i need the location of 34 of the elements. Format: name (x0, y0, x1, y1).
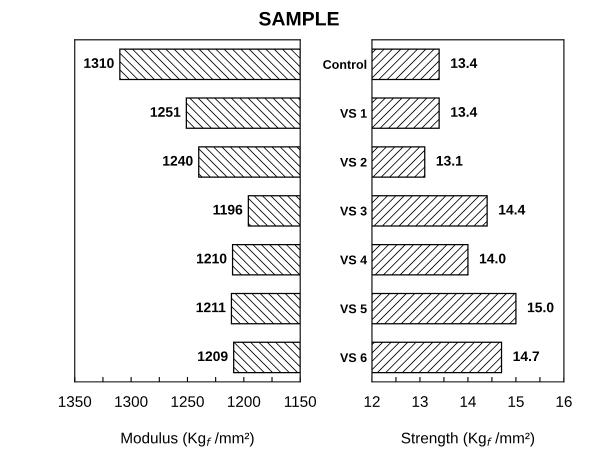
x-tick-label: 1200 (228, 396, 260, 407)
y-tick-label: VS 5 (340, 304, 367, 314)
x-tick-label: 1150 (284, 396, 316, 407)
data-label: 14.0 (480, 254, 506, 264)
y-tick-label: VS 4 (340, 256, 368, 264)
x-axis-title: Strength (Kg$_{f}$ /mm²) (401, 432, 534, 446)
x-tick-label: 15 (508, 396, 524, 407)
x-tick-label: 1250 (172, 396, 204, 407)
data-label: 1209 (198, 351, 228, 362)
data-label: 13.1 (436, 156, 462, 166)
y-tick-label: VS 3 (340, 206, 367, 216)
data-label: 15.0 (528, 302, 554, 312)
y-tick-label: VS 1 (340, 108, 367, 118)
x-tick-label: 1350 (58, 396, 92, 407)
data-label: 13.4 (451, 107, 478, 117)
data-label: 1210 (196, 254, 226, 264)
y-tick-label: VS 2 (340, 158, 367, 167)
data-label: 1240 (163, 156, 193, 166)
x-tick-label: 13 (412, 396, 428, 407)
data-label: 1310 (84, 58, 114, 68)
data-label: 14.7 (514, 351, 540, 362)
data-label: 14.4 (499, 204, 526, 214)
chart-title: SAMPLE (259, 12, 339, 26)
data-label: 1251 (150, 107, 180, 117)
x-tick-label: 16 (556, 396, 572, 407)
x-axis-title: Modulus (Kg$_{f}$ /mm²) (122, 432, 254, 446)
x-tick-label: 14 (460, 396, 476, 407)
y-tick-label: Control (323, 60, 366, 69)
data-label: 1211 (196, 302, 226, 312)
y-tick-label: VS 6 (340, 353, 367, 362)
data-label: 13.4 (451, 58, 478, 68)
x-tick-label: 1300 (115, 396, 148, 407)
x-tick-label: 12 (364, 396, 380, 407)
data-label: 1196 (214, 204, 242, 215)
